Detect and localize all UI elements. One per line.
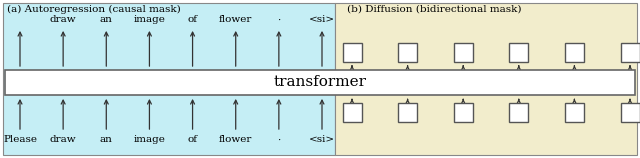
Text: <si>: <si> <box>309 136 335 145</box>
Text: an: an <box>100 136 113 145</box>
Text: transformer: transformer <box>273 76 367 89</box>
Bar <box>621 103 639 122</box>
Bar <box>454 43 473 62</box>
Text: ·: · <box>277 15 280 24</box>
Bar <box>398 43 417 62</box>
Bar <box>565 43 584 62</box>
Text: draw: draw <box>50 15 76 24</box>
Bar <box>509 43 528 62</box>
Text: ·: · <box>277 136 280 145</box>
Text: flower: flower <box>219 15 252 24</box>
Text: (a) Autoregression (causal mask): (a) Autoregression (causal mask) <box>7 5 180 14</box>
Text: an: an <box>100 15 113 24</box>
Text: image: image <box>134 15 165 24</box>
Bar <box>454 103 473 122</box>
Text: of: of <box>188 136 198 145</box>
Bar <box>335 3 637 155</box>
Text: image: image <box>134 136 165 145</box>
Bar <box>621 43 639 62</box>
Bar <box>3 3 335 155</box>
Text: of: of <box>188 15 198 24</box>
Bar <box>565 103 584 122</box>
Text: Please: Please <box>3 136 37 145</box>
Bar <box>5 70 635 95</box>
Bar <box>509 103 528 122</box>
Text: draw: draw <box>50 136 76 145</box>
Text: <si>: <si> <box>309 15 335 24</box>
Bar <box>398 103 417 122</box>
Text: flower: flower <box>219 136 252 145</box>
Bar <box>342 103 362 122</box>
Text: (b) Diffusion (bidirectional mask): (b) Diffusion (bidirectional mask) <box>347 5 522 14</box>
Bar <box>342 43 362 62</box>
